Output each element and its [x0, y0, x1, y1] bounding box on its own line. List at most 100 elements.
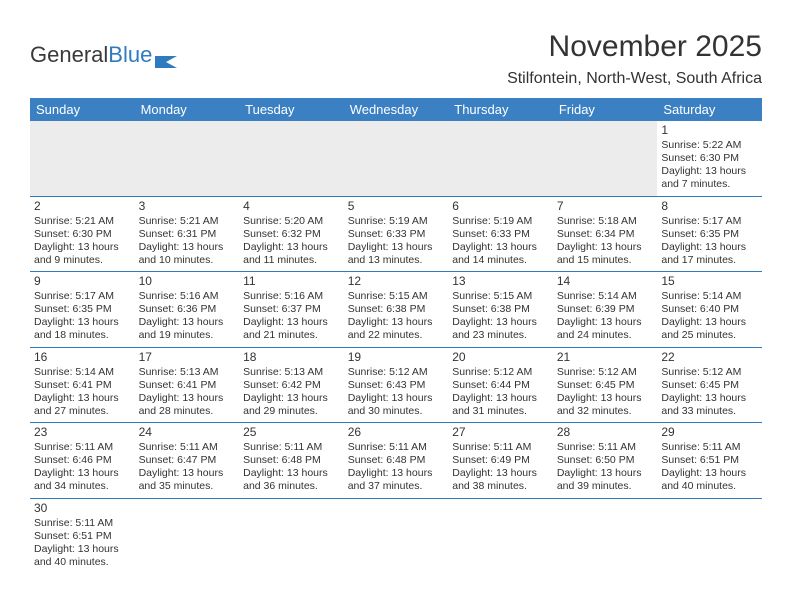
day-number: 27	[452, 425, 549, 440]
sunset-text: Sunset: 6:31 PM	[139, 228, 236, 241]
sunrise-text: Sunrise: 5:22 AM	[661, 139, 758, 152]
sunset-text: Sunset: 6:45 PM	[557, 379, 654, 392]
daylight2-text: and 34 minutes.	[34, 480, 131, 493]
day-number: 14	[557, 274, 654, 289]
day-cell: 13Sunrise: 5:15 AMSunset: 6:38 PMDayligh…	[448, 272, 553, 348]
sunrise-text: Sunrise: 5:13 AM	[139, 366, 236, 379]
daylight2-text: and 22 minutes.	[348, 329, 445, 342]
day-number: 18	[243, 350, 340, 365]
flag-icon	[155, 48, 177, 62]
daylight2-text: and 25 minutes.	[661, 329, 758, 342]
sunrise-text: Sunrise: 5:11 AM	[661, 441, 758, 454]
day-cell: 2Sunrise: 5:21 AMSunset: 6:30 PMDaylight…	[30, 196, 135, 272]
day-number: 29	[661, 425, 758, 440]
day-cell: 18Sunrise: 5:13 AMSunset: 6:42 PMDayligh…	[239, 347, 344, 423]
daylight2-text: and 31 minutes.	[452, 405, 549, 418]
week-row: 16Sunrise: 5:14 AMSunset: 6:41 PM Dayligh…	[30, 347, 762, 423]
daylight2-text: and 21 minutes.	[243, 329, 340, 342]
sunset-text: Sunset: 6:44 PM	[452, 379, 549, 392]
daylight1-text: Daylight: 13 hours	[139, 316, 236, 329]
day-cell: 19Sunrise: 5:12 AMSunset: 6:43 PMDayligh…	[344, 347, 449, 423]
sunset-text: Sunset: 6:36 PM	[139, 303, 236, 316]
daylight2-text: and 18 minutes.	[34, 329, 131, 342]
day-cell: 4Sunrise: 5:20 AMSunset: 6:32 PMDaylight…	[239, 196, 344, 272]
day-cell: 11Sunrise: 5:16 AMSunset: 6:37 PMDayligh…	[239, 272, 344, 348]
sunrise-text: Sunrise: 5:13 AM	[243, 366, 340, 379]
week-row: 9Sunrise: 5:17 AMSunset: 6:35 PM Daylight…	[30, 272, 762, 348]
sunrise-text: Sunrise: 5:18 AM	[557, 215, 654, 228]
daylight1-text: Daylight: 13 hours	[243, 316, 340, 329]
sunrise-text: Sunrise: 5:11 AM	[557, 441, 654, 454]
daylight2-text: and 13 minutes.	[348, 254, 445, 267]
day-cell: 27Sunrise: 5:11 AMSunset: 6:49 PMDayligh…	[448, 423, 553, 499]
sunrise-text: Sunrise: 5:11 AM	[243, 441, 340, 454]
daylight2-text: and 11 minutes.	[243, 254, 340, 267]
day-cell: 10Sunrise: 5:16 AMSunset: 6:36 PMDayligh…	[135, 272, 240, 348]
sunrise-text: Sunrise: 5:12 AM	[661, 366, 758, 379]
day-cell: 20Sunrise: 5:12 AMSunset: 6:44 PMDayligh…	[448, 347, 553, 423]
day-cell: 6Sunrise: 5:19 AMSunset: 6:33 PMDaylight…	[448, 196, 553, 272]
sunset-text: Sunset: 6:46 PM	[34, 454, 131, 467]
day-number: 16	[34, 350, 131, 365]
sunrise-text: Sunrise: 5:21 AM	[34, 215, 131, 228]
daylight2-text: and 40 minutes.	[661, 480, 758, 493]
daylight2-text: and 7 minutes.	[661, 178, 758, 191]
daylight1-text: Daylight: 13 hours	[243, 241, 340, 254]
day-number: 9	[34, 274, 131, 289]
day-number: 2	[34, 199, 131, 214]
daylight1-text: Daylight: 13 hours	[139, 392, 236, 405]
brand-part2: Blue	[108, 42, 152, 68]
day-cell: 23Sunrise: 5:11 AMSunset: 6:46 PMDayligh…	[30, 423, 135, 499]
day-number: 19	[348, 350, 445, 365]
calendar-table: SundayMondayTuesdayWednesdayThursdayFrid…	[30, 98, 762, 573]
day-number: 7	[557, 199, 654, 214]
week-row: 1Sunrise: 5:22 AMSunset: 6:30 PMDaylight…	[30, 121, 762, 196]
sunrise-text: Sunrise: 5:14 AM	[661, 290, 758, 303]
daylight2-text: and 19 minutes.	[139, 329, 236, 342]
sunset-text: Sunset: 6:43 PM	[348, 379, 445, 392]
day-cell: 3Sunrise: 5:21 AMSunset: 6:31 PMDaylight…	[135, 196, 240, 272]
sunset-text: Sunset: 6:41 PM	[34, 379, 131, 392]
sunrise-text: Sunrise: 5:19 AM	[452, 215, 549, 228]
daylight2-text: and 32 minutes.	[557, 405, 654, 418]
daylight1-text: Daylight: 13 hours	[243, 392, 340, 405]
sunset-text: Sunset: 6:35 PM	[661, 228, 758, 241]
sunset-text: Sunset: 6:35 PM	[34, 303, 131, 316]
empty-cell	[448, 121, 553, 196]
daylight1-text: Daylight: 13 hours	[34, 543, 131, 556]
daylight2-text: and 29 minutes.	[243, 405, 340, 418]
day-number: 6	[452, 199, 549, 214]
empty-cell	[135, 121, 240, 196]
day-number: 17	[139, 350, 236, 365]
weekday-tuesday: Tuesday	[239, 98, 344, 121]
daylight2-text: and 33 minutes.	[661, 405, 758, 418]
sunrise-text: Sunrise: 5:14 AM	[34, 366, 131, 379]
day-cell: 28Sunrise: 5:11 AMSunset: 6:50 PMDayligh…	[553, 423, 658, 499]
weekday-friday: Friday	[553, 98, 658, 121]
sunrise-text: Sunrise: 5:16 AM	[139, 290, 236, 303]
day-cell: 29Sunrise: 5:11 AMSunset: 6:51 PMDayligh…	[657, 423, 762, 499]
day-number: 1	[661, 123, 758, 138]
sunrise-text: Sunrise: 5:11 AM	[452, 441, 549, 454]
sunrise-text: Sunrise: 5:17 AM	[34, 290, 131, 303]
day-number: 4	[243, 199, 340, 214]
sunrise-text: Sunrise: 5:15 AM	[452, 290, 549, 303]
sunset-text: Sunset: 6:38 PM	[452, 303, 549, 316]
day-number: 13	[452, 274, 549, 289]
day-cell: 25Sunrise: 5:11 AMSunset: 6:48 PMDayligh…	[239, 423, 344, 499]
daylight2-text: and 14 minutes.	[452, 254, 549, 267]
daylight1-text: Daylight: 13 hours	[661, 241, 758, 254]
day-number: 30	[34, 501, 131, 516]
sunrise-text: Sunrise: 5:15 AM	[348, 290, 445, 303]
empty-cell	[553, 498, 658, 573]
day-cell: 26Sunrise: 5:11 AMSunset: 6:48 PMDayligh…	[344, 423, 449, 499]
week-row: 30Sunrise: 5:11 AMSunset: 6:51 PMDayligh…	[30, 498, 762, 573]
day-number: 15	[661, 274, 758, 289]
day-cell: 22Sunrise: 5:12 AMSunset: 6:45 PMDayligh…	[657, 347, 762, 423]
calendar-body: 1Sunrise: 5:22 AMSunset: 6:30 PMDaylight…	[30, 121, 762, 573]
sunrise-text: Sunrise: 5:20 AM	[243, 215, 340, 228]
daylight2-text: and 23 minutes.	[452, 329, 549, 342]
daylight2-text: and 38 minutes.	[452, 480, 549, 493]
day-number: 10	[139, 274, 236, 289]
sunset-text: Sunset: 6:50 PM	[557, 454, 654, 467]
